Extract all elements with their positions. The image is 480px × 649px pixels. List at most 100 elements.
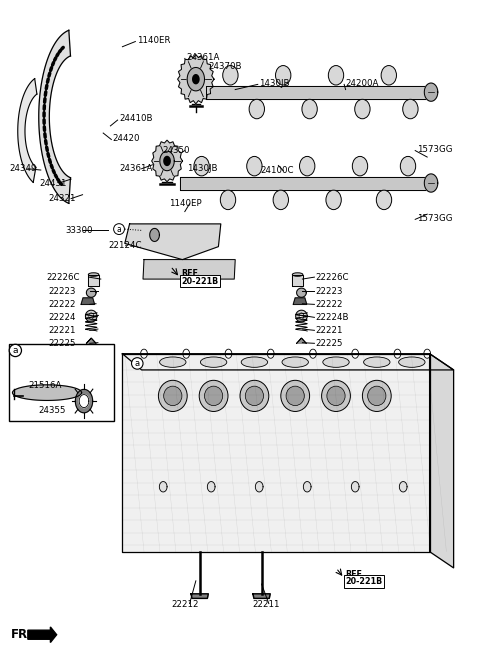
Ellipse shape — [282, 357, 308, 367]
Ellipse shape — [164, 386, 182, 406]
Ellipse shape — [220, 190, 236, 210]
Polygon shape — [180, 177, 427, 190]
Text: 22223: 22223 — [48, 287, 75, 296]
Polygon shape — [183, 349, 190, 358]
Ellipse shape — [352, 156, 368, 176]
Polygon shape — [125, 224, 221, 260]
Text: 24350: 24350 — [162, 146, 190, 155]
Ellipse shape — [364, 357, 390, 367]
Text: 24100C: 24100C — [261, 166, 294, 175]
Polygon shape — [122, 354, 454, 370]
Ellipse shape — [240, 380, 269, 411]
Text: 22211: 22211 — [252, 600, 279, 609]
Polygon shape — [122, 354, 430, 552]
Ellipse shape — [223, 66, 238, 85]
Ellipse shape — [281, 380, 310, 411]
Polygon shape — [399, 482, 407, 492]
Text: 22222: 22222 — [316, 300, 343, 309]
Polygon shape — [297, 338, 301, 343]
Text: 24321: 24321 — [48, 194, 75, 203]
Text: 24370B: 24370B — [209, 62, 242, 71]
Polygon shape — [143, 260, 235, 279]
Text: 24361A: 24361A — [119, 164, 153, 173]
Polygon shape — [86, 288, 96, 297]
Ellipse shape — [247, 156, 262, 176]
Polygon shape — [225, 349, 232, 358]
Text: 22212: 22212 — [172, 600, 199, 609]
Text: FR.: FR. — [11, 628, 33, 641]
Polygon shape — [160, 151, 174, 171]
Polygon shape — [152, 140, 182, 182]
Polygon shape — [253, 594, 270, 598]
Polygon shape — [75, 389, 93, 413]
Polygon shape — [18, 79, 37, 182]
Polygon shape — [85, 310, 97, 322]
Ellipse shape — [381, 66, 396, 85]
Polygon shape — [207, 482, 215, 492]
Text: 20-221B: 20-221B — [181, 276, 219, 286]
Text: 22224B: 22224B — [316, 313, 349, 322]
Polygon shape — [206, 86, 427, 99]
Ellipse shape — [158, 380, 187, 411]
Polygon shape — [301, 338, 306, 343]
Polygon shape — [192, 74, 200, 84]
Ellipse shape — [292, 273, 303, 276]
Text: 21516A: 21516A — [29, 381, 62, 390]
Text: 22224: 22224 — [48, 313, 75, 322]
Polygon shape — [28, 627, 57, 643]
Text: REF.: REF. — [346, 570, 364, 579]
Ellipse shape — [403, 99, 418, 119]
Text: 22223: 22223 — [316, 287, 343, 296]
Ellipse shape — [300, 156, 315, 176]
Ellipse shape — [276, 66, 291, 85]
Ellipse shape — [368, 386, 386, 406]
Text: 22221: 22221 — [48, 326, 75, 335]
Ellipse shape — [326, 190, 341, 210]
Polygon shape — [12, 385, 82, 400]
Polygon shape — [86, 338, 91, 343]
Text: REF.: REF. — [181, 269, 200, 278]
Polygon shape — [424, 174, 438, 192]
Ellipse shape — [159, 357, 186, 367]
Text: 22225: 22225 — [316, 339, 343, 348]
Text: 24349: 24349 — [10, 164, 37, 173]
Text: 24410B: 24410B — [119, 114, 153, 123]
Text: 33300: 33300 — [66, 226, 93, 235]
Polygon shape — [267, 349, 274, 358]
Text: 1430JB: 1430JB — [259, 79, 290, 88]
Polygon shape — [255, 482, 263, 492]
Polygon shape — [150, 228, 159, 241]
Polygon shape — [292, 275, 303, 286]
Polygon shape — [430, 354, 454, 568]
Text: 24355: 24355 — [38, 406, 66, 415]
Text: 1573GG: 1573GG — [417, 145, 452, 154]
Polygon shape — [88, 275, 99, 286]
Polygon shape — [293, 298, 307, 304]
Ellipse shape — [241, 357, 268, 367]
Polygon shape — [424, 83, 438, 101]
Ellipse shape — [286, 386, 304, 406]
Text: a: a — [135, 359, 140, 368]
Text: 20-221B: 20-221B — [346, 577, 383, 586]
Ellipse shape — [327, 386, 345, 406]
Text: 22124C: 22124C — [108, 241, 142, 250]
Ellipse shape — [204, 386, 223, 406]
Ellipse shape — [273, 190, 288, 210]
Ellipse shape — [199, 380, 228, 411]
Text: a: a — [12, 346, 18, 355]
Ellipse shape — [200, 357, 227, 367]
Text: a: a — [117, 225, 121, 234]
Text: 22225: 22225 — [48, 339, 75, 348]
Text: 22222: 22222 — [48, 300, 75, 309]
Ellipse shape — [376, 190, 392, 210]
Polygon shape — [39, 31, 71, 203]
Text: 1573GG: 1573GG — [417, 214, 452, 223]
Ellipse shape — [88, 273, 99, 276]
Polygon shape — [91, 338, 96, 343]
Polygon shape — [81, 298, 95, 304]
Text: 1430JB: 1430JB — [187, 164, 218, 173]
Polygon shape — [303, 482, 311, 492]
Text: 1140ER: 1140ER — [137, 36, 170, 45]
Polygon shape — [296, 310, 307, 322]
Polygon shape — [310, 349, 316, 358]
